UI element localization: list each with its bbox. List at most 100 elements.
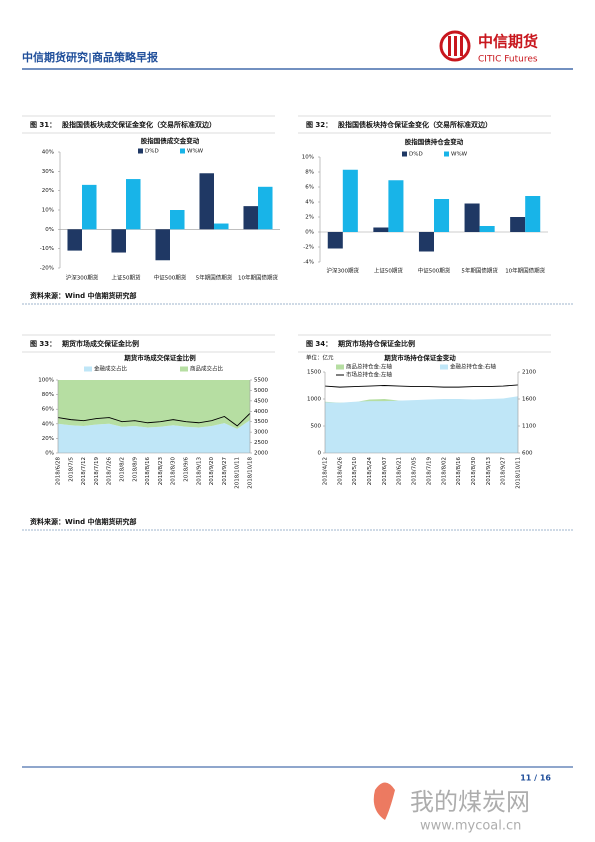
area <box>58 420 250 453</box>
x-tick-label: 2018/6/28 <box>56 457 62 486</box>
y2-tick-label: 3000 <box>254 430 268 436</box>
figure-caption: 期货市场成交保证金比例 <box>62 339 139 348</box>
bar <box>258 186 273 230</box>
x-tick-label: 2018/9/13 <box>486 457 492 486</box>
bar <box>388 180 404 232</box>
x-tick-label: 2018/10/11 <box>516 457 522 489</box>
y2-tick-label: 1100 <box>522 424 536 430</box>
y-tick-label: 1500 <box>307 370 321 376</box>
figure-label: 图 32： <box>306 120 332 129</box>
y-tick-label: -20% <box>40 266 54 272</box>
x-tick-label: 2018/7/05 <box>412 457 418 486</box>
y2-tick-label: 2000 <box>254 451 268 457</box>
bar <box>510 217 526 232</box>
figure-caption: 股指国债板块成交保证金变化（交易所标准双边） <box>61 120 216 129</box>
y-tick-label: 20% <box>42 188 54 194</box>
header-title: 中信期货研究|商品策略早报 <box>22 50 159 64</box>
x-tick-label: 2018/8/30 <box>171 457 177 486</box>
area <box>58 380 250 429</box>
figure-caption: 股指国债板块持仓保证金变化（交易所标准双边） <box>337 120 492 129</box>
y-tick-label: 10% <box>42 208 54 214</box>
line <box>57 413 251 427</box>
bar <box>418 232 434 252</box>
legend-label: W%W <box>451 152 468 158</box>
logo-en: CITIC Futures <box>478 55 538 65</box>
y-tick-label: 40% <box>42 150 54 156</box>
legend-label: D%D <box>145 149 159 155</box>
x-tick-label: 2018/9/13 <box>196 457 202 486</box>
watermark-url: www.mycoal.cn <box>420 819 521 834</box>
watermark: 我的煤炭网 www.mycoal.cn <box>373 782 530 834</box>
x-tick-label: 2018/10/18 <box>248 457 254 489</box>
x-tick-label: 2018/4/26 <box>337 457 343 486</box>
legend-label: 商品总持仓金:左轴 <box>346 363 392 371</box>
y2-tick-label: 3500 <box>254 419 268 425</box>
logo: 中信期货 CITIC Futures <box>439 30 538 65</box>
x-tick-label: 2018/4/12 <box>323 457 329 485</box>
x-tick-label: 2018/8/2 <box>120 457 126 482</box>
x-tick-label: 中证500期货 <box>154 274 187 282</box>
y-tick-label: 8% <box>305 170 314 176</box>
bar <box>199 173 214 230</box>
bar <box>434 199 450 232</box>
x-tick-label: 5年期国债期货 <box>196 274 233 282</box>
x-tick-label: 2018/8/9 <box>132 457 138 482</box>
bar <box>214 223 229 230</box>
y-tick-label: 20% <box>42 436 54 442</box>
chart-title: 期货市场成交保证金比例 <box>124 353 196 362</box>
y2-tick-label: 5000 <box>254 388 268 394</box>
legend-swatch <box>180 366 188 372</box>
bar <box>342 169 358 232</box>
watermark-text: 我的煤炭网 <box>410 788 530 816</box>
x-tick-label: 2018/5/10 <box>352 457 358 486</box>
legend-swatch <box>138 148 143 154</box>
y2-tick-label: 4500 <box>254 398 268 404</box>
x-tick-label: 2018/8/16 <box>456 457 462 486</box>
y-tick-label: 60% <box>42 407 54 413</box>
legend-label: 金融总持仓金:右轴 <box>450 363 496 371</box>
bar <box>170 210 185 230</box>
y-tick-label: 0% <box>305 230 314 236</box>
x-tick-label: 2018/9/27 <box>222 457 228 486</box>
y-tick-label: 100% <box>38 378 54 384</box>
unit-label: 单位：亿元 <box>306 354 334 362</box>
x-tick-label: 上证50期货 <box>374 267 403 275</box>
chart-title: 股指国债成交金变动 <box>141 136 200 145</box>
x-tick-label: 2018/10/11 <box>235 457 241 489</box>
bar <box>126 179 141 230</box>
x-tick-label: 2018/7/26 <box>107 457 113 486</box>
x-tick-label: 沪深300期货 <box>327 267 360 275</box>
line <box>324 384 519 388</box>
y-tick-label: 0% <box>45 451 54 457</box>
y2-tick-label: 2100 <box>522 370 536 376</box>
bar <box>82 184 97 230</box>
bar <box>373 227 389 232</box>
chart-title: 股指国债持仓金变动 <box>405 137 464 146</box>
y-tick-label: 4% <box>305 200 314 206</box>
legend-swatch <box>336 364 344 370</box>
x-tick-label: 2018/8/16 <box>145 457 151 486</box>
x-tick-label: 10年期国债期货 <box>238 274 278 282</box>
figure-label: 图 34： <box>306 339 332 348</box>
y-tick-label: -4% <box>303 260 314 266</box>
y-tick-label: 10% <box>302 155 314 161</box>
source: 资料来源：Wind 中信期货研究部 <box>30 291 137 300</box>
source: 资料来源：Wind 中信期货研究部 <box>30 517 137 526</box>
logo-cn: 中信期货 <box>478 33 538 51</box>
bar <box>111 229 126 253</box>
x-tick-label: 2018/9/6 <box>184 457 190 482</box>
legend-label: W%W <box>187 149 204 155</box>
figure-caption: 期货市场持仓保证金比例 <box>338 339 415 348</box>
y-tick-label: -10% <box>40 246 54 252</box>
bar <box>155 229 170 261</box>
y2-tick-label: 5500 <box>254 378 268 384</box>
bar <box>243 206 258 230</box>
y-tick-label: 0 <box>318 451 322 457</box>
y2-tick-label: 600 <box>522 451 533 457</box>
y2-tick-label: 1600 <box>522 397 536 403</box>
x-tick-label: 5年期国债期货 <box>461 267 498 275</box>
bar <box>67 229 82 251</box>
y-tick-label: 40% <box>42 421 54 427</box>
legend-swatch <box>180 148 185 154</box>
bar <box>327 232 343 249</box>
